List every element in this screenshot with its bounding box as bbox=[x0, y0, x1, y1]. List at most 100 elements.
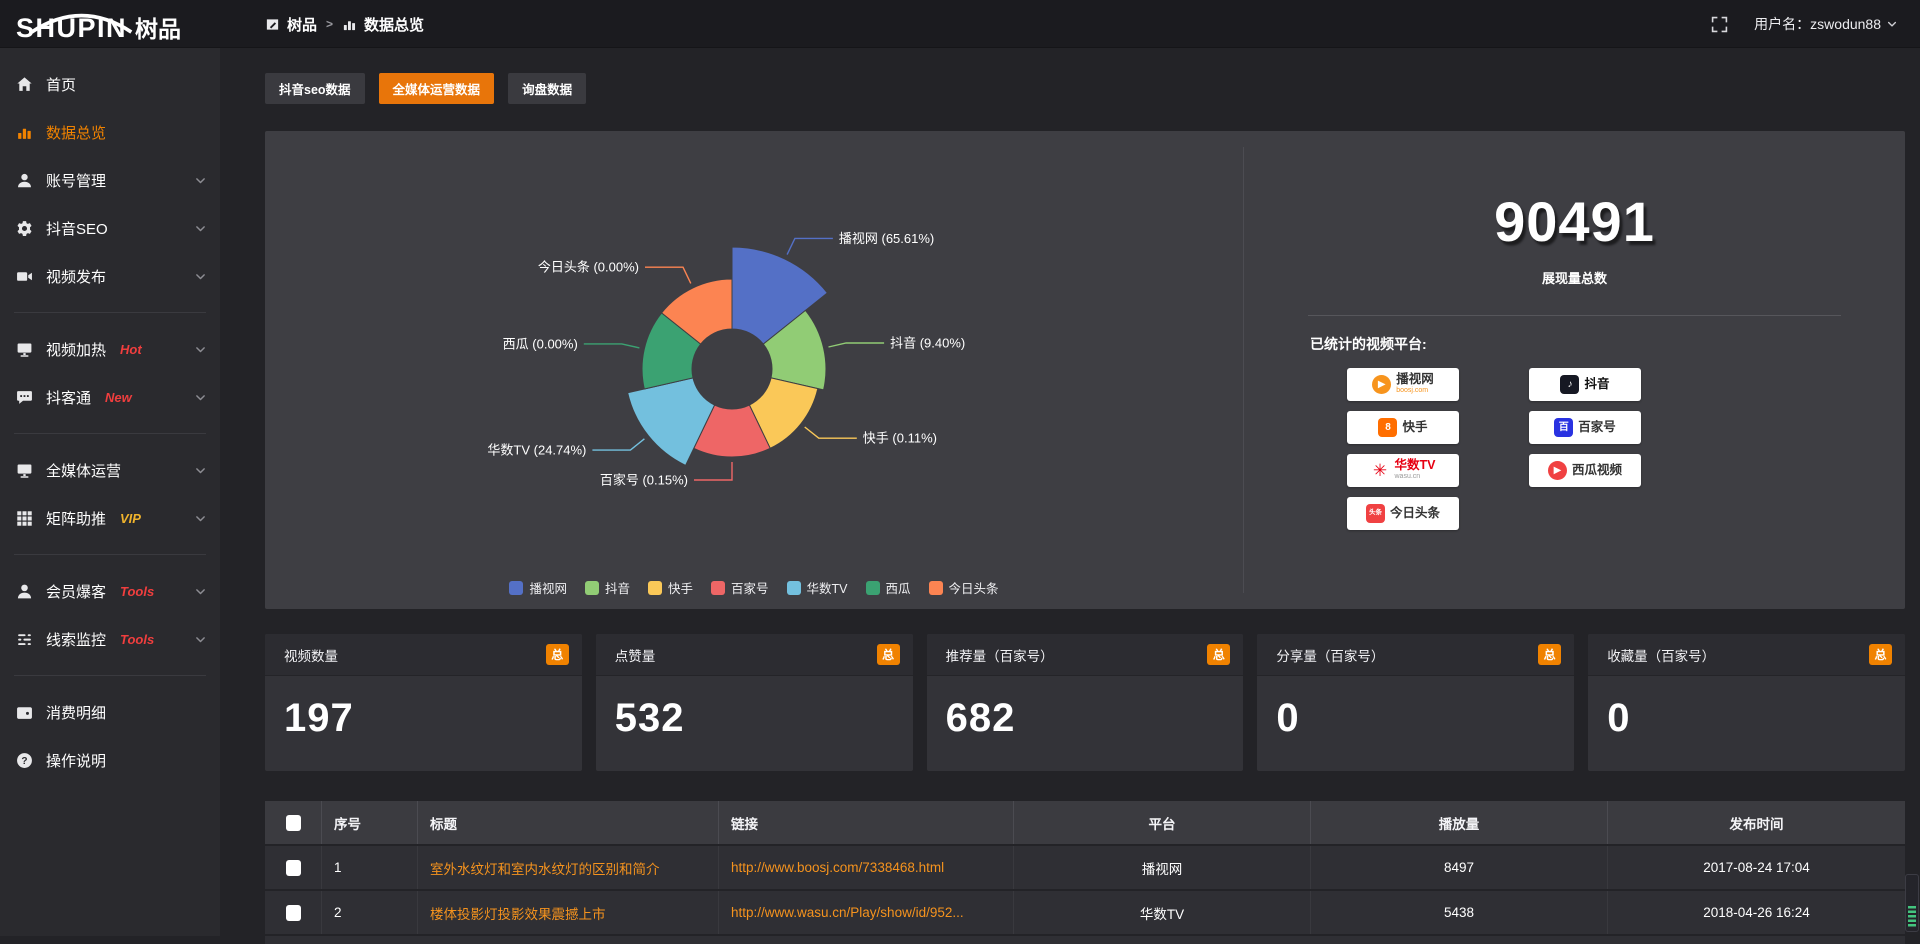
baijiahao-logo-icon: 百 bbox=[1554, 418, 1573, 437]
cell-num: 1 bbox=[322, 846, 418, 889]
tab-inquiry-data[interactable]: 询盘数据 bbox=[508, 73, 586, 104]
legend-item-播视网[interactable]: 播视网 bbox=[509, 578, 567, 597]
cell-time: 2017-08-24 17:04 bbox=[1608, 846, 1905, 889]
sidebar-item-label: 抖客通 bbox=[46, 387, 91, 408]
breadcrumb-root[interactable]: 树品 bbox=[287, 14, 317, 35]
tab-douyin-seo-data[interactable]: 抖音seo数据 bbox=[265, 73, 365, 104]
corner-widget[interactable] bbox=[1905, 874, 1919, 932]
comment-icon bbox=[16, 389, 33, 406]
logo-arc-icon bbox=[26, 6, 137, 41]
tab-media-operation-data[interactable]: 全媒体运营数据 bbox=[379, 73, 495, 104]
stat-card-title: 视频数量 bbox=[284, 645, 338, 665]
sidebar-item-home[interactable]: 首页 bbox=[0, 60, 220, 108]
row-checkbox[interactable] bbox=[286, 860, 301, 876]
pie-label-leader bbox=[805, 427, 857, 438]
sidebar-item-media-operation[interactable]: 全媒体运营 bbox=[0, 446, 220, 494]
chevron-down-icon[interactable] bbox=[194, 222, 207, 235]
select-all-checkbox[interactable] bbox=[286, 815, 301, 831]
breadcrumb-separator: > bbox=[324, 17, 335, 31]
legend-chip bbox=[509, 581, 523, 595]
sidebar-item-instructions[interactable]: ? 操作说明 bbox=[0, 736, 220, 784]
chevron-down-icon[interactable] bbox=[194, 174, 207, 187]
legend-item-西瓜[interactable]: 西瓜 bbox=[866, 578, 911, 597]
sidebar-item-tag: Tools bbox=[120, 584, 154, 599]
legend-item-抖音[interactable]: 抖音 bbox=[585, 578, 630, 597]
table-header-row: 序号标题链接平台播放量发布时间 bbox=[265, 801, 1905, 844]
stat-card-value: 0 bbox=[1257, 676, 1574, 741]
rose-pie-chart: 播视网 (65.61%)抖音 (9.40%)快手 (0.11%)百家号 (0.1… bbox=[265, 131, 1243, 609]
legend-item-快手[interactable]: 快手 bbox=[648, 578, 693, 597]
stat-card-title: 推荐量（百家号） bbox=[946, 645, 1054, 665]
stat-card-header: 收藏量（百家号）总 bbox=[1588, 634, 1905, 676]
pie-label-leader bbox=[787, 238, 833, 254]
pie-label: 西瓜 (0.00%) bbox=[503, 336, 578, 351]
sidebar-item-label: 抖音SEO bbox=[46, 218, 108, 239]
cell-url-link[interactable]: http://www.boosj.com/7338468.html bbox=[719, 846, 1014, 889]
douyin-logo-icon: ♪ bbox=[1560, 375, 1579, 394]
fullscreen-icon[interactable] bbox=[1711, 16, 1728, 33]
legend-label: 快手 bbox=[668, 578, 693, 597]
stat-card-header: 推荐量（百家号） 总 bbox=[927, 634, 1244, 676]
stat-card-value: 197 bbox=[265, 676, 582, 741]
chevron-down-icon[interactable] bbox=[194, 464, 207, 477]
wasu-logo-icon: ✳ bbox=[1371, 461, 1390, 480]
chevron-down-icon[interactable] bbox=[194, 270, 207, 283]
xigua-logo-icon: ▶ bbox=[1548, 461, 1567, 480]
total-impressions-value: 90491 bbox=[1244, 189, 1905, 254]
sidebar-item-label: 线索监控 bbox=[46, 629, 106, 650]
pie-slice-华数TV[interactable] bbox=[628, 378, 715, 466]
video-publish-icon bbox=[16, 268, 33, 285]
sidebar-item-label: 操作说明 bbox=[46, 750, 106, 771]
sidebar-item-video-heating[interactable]: 视频加热 Hot bbox=[0, 325, 220, 373]
table-header-链接: 链接 bbox=[719, 801, 1014, 844]
platform-badge-西瓜视频: ▶西瓜视频 bbox=[1529, 454, 1641, 487]
chevron-down-icon[interactable] bbox=[194, 633, 207, 646]
platform-badge-百家号: 百百家号 bbox=[1529, 411, 1641, 444]
platform-badge-抖音: ♪ 抖音 bbox=[1529, 368, 1641, 401]
sidebar-item-label: 数据总览 bbox=[46, 122, 106, 143]
breadcrumb-current: 数据总览 bbox=[364, 14, 424, 35]
total-badge: 总 bbox=[1207, 644, 1230, 665]
sidebar-item-video-publish[interactable]: 视频发布 bbox=[0, 252, 220, 300]
legend-item-百家号[interactable]: 百家号 bbox=[711, 578, 769, 597]
app-logo: SHUPIN 树品 bbox=[16, 0, 181, 48]
cell-title-link[interactable]: 室外水纹灯和室内水纹灯的区别和简介 bbox=[418, 846, 719, 889]
chevron-down-icon[interactable] bbox=[194, 585, 207, 598]
gear-icon bbox=[16, 220, 33, 237]
sidebar-item-consume-detail[interactable]: 消费明细 bbox=[0, 688, 220, 736]
user-menu[interactable]: 用户名：zswodun88 bbox=[1754, 14, 1898, 34]
breadcrumb-root-icon bbox=[265, 17, 280, 32]
sidebar-item-label: 视频加热 bbox=[46, 339, 106, 360]
legend-item-华数TV[interactable]: 华数TV bbox=[787, 578, 848, 597]
sidebar-item-tag: Hot bbox=[120, 342, 142, 357]
kuaishou-logo-icon: 8 bbox=[1378, 418, 1397, 437]
stat-card-header: 点赞量总 bbox=[596, 634, 913, 676]
platform-badge-column-2: ♪ 抖音百百家号 ▶西瓜视频 bbox=[1529, 368, 1641, 530]
chevron-down-icon[interactable] bbox=[194, 391, 207, 404]
sidebar-item-douyin-seo[interactable]: 抖音SEO bbox=[0, 204, 220, 252]
legend-item-今日头条[interactable]: 今日头条 bbox=[929, 578, 999, 597]
cell-views: 8497 bbox=[1311, 846, 1608, 889]
sidebar-item-label: 消费明细 bbox=[46, 702, 106, 723]
sidebar-item-label: 首页 bbox=[46, 74, 76, 95]
sidebar-item-data-overview[interactable]: 数据总览 bbox=[0, 108, 220, 156]
sidebar-item-account-manage[interactable]: 账号管理 bbox=[0, 156, 220, 204]
stat-card-value: 682 bbox=[927, 676, 1244, 741]
svg-text:?: ? bbox=[21, 756, 27, 767]
chevron-down-icon[interactable] bbox=[194, 343, 207, 356]
row-checkbox[interactable] bbox=[286, 905, 301, 921]
cell-url-link[interactable]: http://www.wasu.cn/Play/show/id/952... bbox=[719, 891, 1014, 934]
platform-badge-text: 抖音 bbox=[1584, 378, 1609, 392]
cell-title-link[interactable]: 楼体投影灯投影效果震撼上市 bbox=[418, 891, 719, 934]
chart-legend: 播视网抖音 快手百家号华数TV 西瓜今日头条 bbox=[265, 578, 1243, 597]
chevron-down-icon[interactable] bbox=[194, 512, 207, 525]
